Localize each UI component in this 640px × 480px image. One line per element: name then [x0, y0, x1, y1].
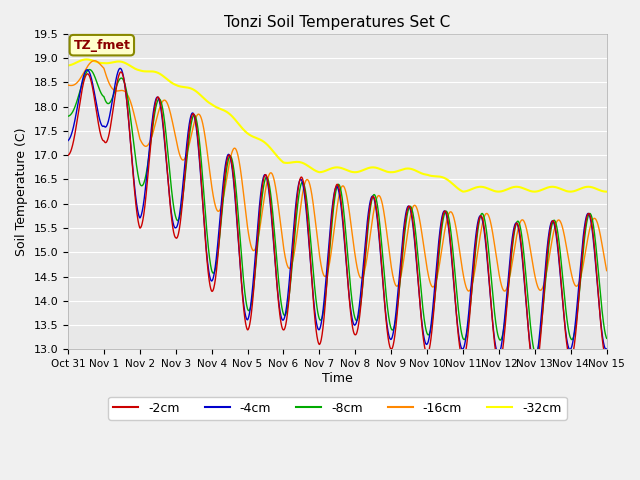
-16cm: [326, 256, 334, 262]
-8cm: [86, 67, 93, 72]
-16cm: [312, 223, 320, 228]
-16cm: [603, 268, 611, 274]
Y-axis label: Soil Temperature (C): Soil Temperature (C): [15, 127, 28, 256]
-8cm: [312, 296, 320, 301]
-4cm: [488, 317, 496, 323]
-2cm: [488, 318, 496, 324]
-32cm: [588, 184, 595, 190]
-16cm: [465, 288, 472, 294]
Line: -16cm: -16cm: [68, 60, 607, 291]
X-axis label: Time: Time: [322, 372, 353, 385]
-4cm: [64, 138, 72, 144]
Title: Tonzi Soil Temperatures Set C: Tonzi Soil Temperatures Set C: [224, 15, 451, 30]
-32cm: [92, 59, 100, 65]
Line: -4cm: -4cm: [68, 68, 607, 364]
-8cm: [588, 213, 595, 218]
-32cm: [64, 62, 72, 68]
-2cm: [531, 371, 538, 376]
-8cm: [588, 214, 595, 219]
-16cm: [588, 219, 595, 225]
-32cm: [531, 189, 538, 194]
-2cm: [117, 69, 125, 75]
-16cm: [489, 230, 497, 236]
-8cm: [532, 351, 540, 357]
-2cm: [312, 325, 320, 331]
-2cm: [326, 234, 334, 240]
Text: TZ_fmet: TZ_fmet: [74, 39, 131, 52]
-2cm: [603, 356, 611, 362]
Line: -32cm: -32cm: [68, 60, 607, 192]
-4cm: [92, 96, 99, 102]
-32cm: [312, 168, 320, 174]
-2cm: [92, 103, 99, 108]
-16cm: [92, 58, 100, 64]
-8cm: [64, 113, 72, 119]
Legend: -2cm, -4cm, -8cm, -16cm, -32cm: -2cm, -4cm, -8cm, -16cm, -32cm: [108, 396, 566, 420]
-32cm: [603, 189, 611, 194]
-16cm: [588, 220, 595, 226]
-2cm: [64, 152, 72, 158]
-2cm: [588, 219, 595, 225]
-4cm: [312, 317, 320, 323]
-8cm: [488, 288, 496, 294]
-4cm: [603, 346, 611, 352]
-32cm: [588, 184, 595, 190]
-4cm: [531, 361, 538, 367]
Line: -8cm: -8cm: [68, 70, 607, 354]
-4cm: [116, 65, 124, 71]
-4cm: [588, 223, 595, 228]
-4cm: [326, 225, 334, 231]
Line: -2cm: -2cm: [68, 72, 607, 373]
-8cm: [603, 336, 611, 341]
-16cm: [64, 82, 72, 88]
-32cm: [326, 166, 334, 172]
-2cm: [588, 218, 595, 224]
-16cm: [91, 58, 99, 63]
-4cm: [588, 221, 595, 227]
-8cm: [92, 76, 100, 82]
-8cm: [326, 241, 334, 247]
-32cm: [83, 57, 90, 62]
-32cm: [488, 188, 496, 193]
